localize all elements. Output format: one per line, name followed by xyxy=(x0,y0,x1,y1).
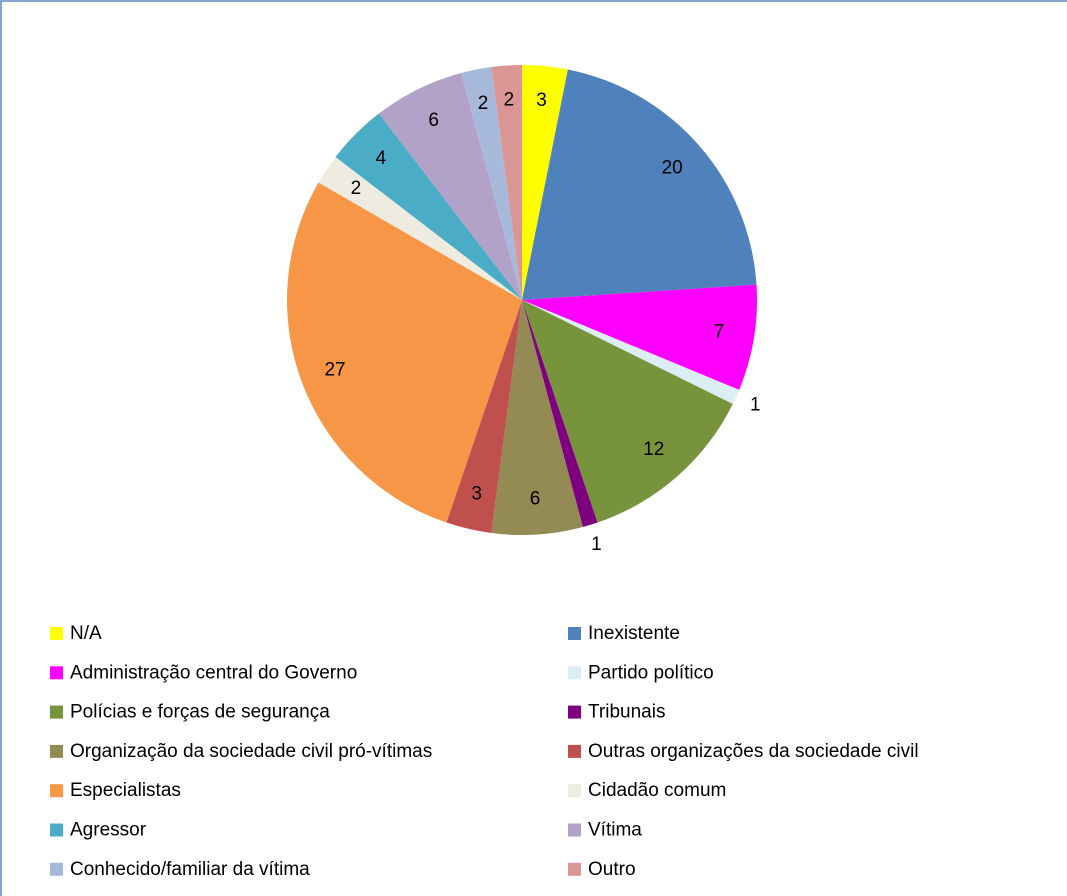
pie-slice xyxy=(522,300,598,527)
data-label: 20 xyxy=(662,157,683,178)
data-label: 1 xyxy=(750,395,761,416)
legend-swatch xyxy=(50,784,63,798)
legend-label: Partido político xyxy=(588,662,714,683)
data-label: 2 xyxy=(478,93,489,114)
data-label: 3 xyxy=(536,90,547,111)
legend-label: Organização da sociedade civil pró-vítim… xyxy=(70,741,432,762)
data-label: 2 xyxy=(351,178,362,199)
data-label: 7 xyxy=(714,322,725,343)
data-label: 3 xyxy=(471,484,482,505)
legend-swatch xyxy=(50,862,63,876)
legend-swatch xyxy=(568,823,581,837)
legend-swatch xyxy=(568,666,581,680)
data-label: 6 xyxy=(428,110,439,131)
legend-swatch xyxy=(50,823,63,837)
data-label: 4 xyxy=(375,148,386,169)
legend-label: Cidadão comum xyxy=(588,780,726,801)
pie-slice xyxy=(446,300,522,533)
legend-label: Polícias e forças de segurança xyxy=(70,702,330,723)
legend-swatch xyxy=(568,744,581,758)
legend-label: Administração central do Governo xyxy=(70,662,357,683)
legend-label: Outras organizações da sociedade civil xyxy=(588,741,919,762)
legend-label: Tribunais xyxy=(588,702,665,723)
legend-label: Conhecido/familiar da vítima xyxy=(70,859,310,880)
pie-slice xyxy=(491,300,583,535)
data-label: 27 xyxy=(324,359,345,380)
pie-slice xyxy=(287,182,522,523)
pie-slice xyxy=(522,284,757,390)
legend-label: Outro xyxy=(588,859,636,880)
pie-slice xyxy=(318,156,522,300)
legend-swatch xyxy=(50,666,63,680)
legend-swatch xyxy=(568,627,581,640)
legend-label: Agressor xyxy=(70,820,147,841)
legend-swatch xyxy=(568,862,581,876)
legend-label: Vítima xyxy=(588,820,642,841)
legend-swatch xyxy=(50,705,63,719)
pie-slice xyxy=(522,69,757,300)
legend-label: Inexistente xyxy=(588,623,680,644)
data-label: 12 xyxy=(643,439,664,460)
legend-swatch xyxy=(50,744,63,758)
pie-slice xyxy=(491,65,522,300)
legend-label: Especialistas xyxy=(70,780,181,801)
pie-slice xyxy=(461,67,522,300)
data-label: 6 xyxy=(530,488,541,509)
legend-swatch xyxy=(568,705,581,719)
pie-slice xyxy=(378,73,522,300)
legend-swatch xyxy=(568,784,581,798)
pie-slice xyxy=(522,300,740,404)
legend-label: N/A xyxy=(70,623,102,644)
pie-slice xyxy=(522,300,733,523)
pie-slice xyxy=(522,65,568,300)
legend-swatch xyxy=(50,627,63,640)
data-label: 2 xyxy=(504,90,515,111)
pie-slice xyxy=(335,113,522,300)
data-label: 1 xyxy=(591,534,602,555)
